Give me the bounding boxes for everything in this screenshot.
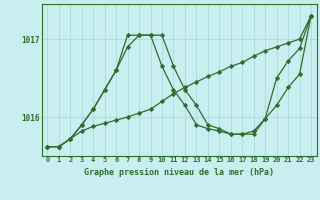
X-axis label: Graphe pression niveau de la mer (hPa): Graphe pression niveau de la mer (hPa)	[84, 168, 274, 177]
